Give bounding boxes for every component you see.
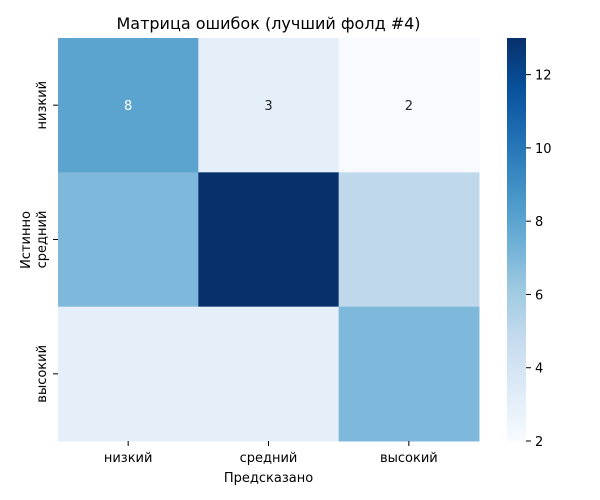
heatmap-cell-2-2 [338, 306, 480, 442]
heatmap-cell-2-1 [198, 306, 340, 442]
heatmap-cell-0-0 [58, 38, 199, 173]
x-tick-label: высокий [380, 451, 438, 466]
heatmap-cell-1-0 [58, 172, 199, 308]
colorbar-tick-label: 10 [535, 142, 552, 157]
y-axis-label: Истинно [19, 211, 34, 269]
heatmap-cell-0-1 [198, 38, 340, 173]
colorbar-axis: 2 4 6 8 10 12 [526, 69, 552, 450]
colorbar-tick-label: 12 [535, 69, 552, 84]
cell-value-label: 8 [124, 99, 132, 114]
chart-title: Матрица ошибок (лучший фолд #4) [116, 14, 420, 33]
colorbar-tick-label: 6 [535, 288, 543, 303]
heatmap-cell-2-0 [58, 306, 199, 442]
y-tick-label: низкий [35, 81, 50, 130]
heatmap-cell-labels: 8 3 2 [124, 99, 413, 114]
x-tick-label: низкий [104, 451, 153, 466]
y-axis: низкий средний высокий [35, 81, 58, 403]
heatmap-cell-1-2 [338, 172, 480, 308]
heatmap-cell-0-2 [338, 38, 480, 173]
colorbar-tick-label: 8 [535, 215, 543, 230]
heatmap-cell-1-1 [198, 172, 340, 308]
heatmap-cells [58, 38, 480, 442]
x-axis: низкий средний высокий [104, 441, 438, 466]
x-tick-label: средний [240, 451, 298, 466]
cell-value-label: 2 [405, 99, 413, 114]
y-tick-label: средний [35, 211, 50, 269]
colorbar-tick-label: 2 [535, 435, 543, 450]
cell-value-label: 3 [264, 99, 272, 114]
y-tick-label: высокий [35, 345, 50, 403]
colorbar-tick-label: 4 [535, 362, 543, 377]
colorbar [507, 38, 526, 441]
x-axis-label: Предсказано [224, 471, 313, 486]
